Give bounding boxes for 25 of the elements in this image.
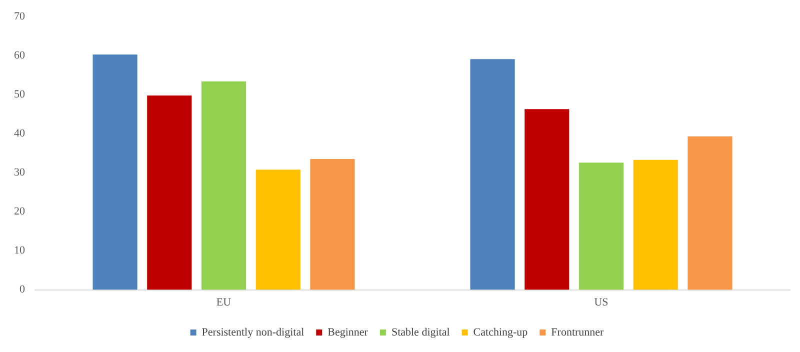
legend-label: Beginner	[328, 326, 368, 338]
legend-label: Frontrunner	[551, 326, 604, 338]
bar	[578, 162, 624, 290]
x-tick-label: EU	[216, 296, 232, 308]
bar	[470, 59, 515, 290]
y-tick-label: 0	[20, 284, 26, 296]
legend-label: Catching-up	[473, 326, 528, 338]
bar	[688, 136, 732, 290]
legend-label: Persistently non-digital	[202, 326, 304, 338]
bar	[92, 54, 138, 290]
y-tick-label: 50	[14, 88, 26, 101]
y-tick-label: 60	[14, 50, 26, 62]
legend-label: Stable digital	[391, 326, 450, 338]
y-tick-label: 30	[14, 166, 26, 179]
bar	[256, 170, 300, 290]
bar	[524, 109, 570, 290]
x-tick-label: US	[594, 296, 608, 308]
bar	[633, 160, 678, 290]
y-tick-label: 40	[14, 128, 26, 140]
y-tick-label: 10	[14, 244, 26, 257]
y-tick-label: 70	[14, 10, 26, 22]
bar	[201, 81, 246, 290]
bar	[147, 95, 192, 290]
y-tick-label: 20	[14, 206, 26, 218]
bar	[310, 159, 355, 290]
